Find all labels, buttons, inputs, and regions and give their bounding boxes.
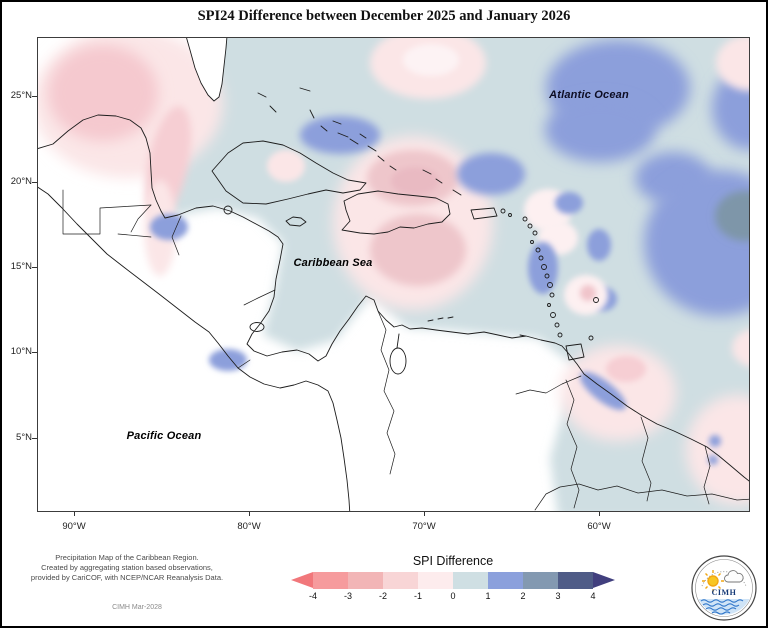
legend-tick-label: 3 [555,591,561,601]
map-canvas: Atlantic Ocean Caribbean Sea Pacific Oce… [37,37,750,512]
country-borders [62,189,749,511]
lat-tick-25n [32,96,37,97]
logo-text: CIMH [712,588,737,597]
legend-ticks: -4 -3 -2 -1 0 1 2 3 4 [291,589,617,602]
legend: SPI Difference -4 -3 -2 -1 0 1 2 3 4 [291,554,617,602]
legend-tick-label: -1 [413,591,423,601]
lesser-antilles-islands [427,208,599,341]
isla-juventud [223,205,233,215]
page-title: SPI24 Difference between December 2025 a… [197,8,571,24]
lon-label-70w: 70°W [412,521,436,532]
lon-label-90w: 90°W [62,521,86,532]
lat-label-25n: 25°N [10,90,32,101]
lon-label-80w: 80°W [237,521,261,532]
lon-tick-60w [599,511,600,516]
lat-tick-20n [32,182,37,183]
legend-color-segment [313,572,348,589]
lat-label-5n: 5°N [16,432,32,443]
caribbean-sea-label: Caribbean Sea [293,257,373,269]
lat-label-20n: 20°N [10,176,32,187]
legend-right-arrow [593,572,615,588]
lon-label-60w: 60°W [587,521,611,532]
map-svg [38,38,749,511]
legend-tick-label: 4 [590,591,596,601]
waves-icon [698,599,750,615]
footer-credits: Precipitation Map of the Caribbean Regio… [20,553,234,583]
legend-title: SPI Difference [412,554,494,568]
legend-color-segment [453,572,488,589]
lon-tick-80w [249,511,250,516]
logo-inner-ring [695,559,753,617]
cimh-logo: CIMH [691,555,757,621]
legend-color-segment [523,572,558,589]
legend-tick-label: 0 [450,591,456,601]
footer-line-3: provided by CariCOF, with NCEP/NCAR Rean… [30,573,224,582]
atlantic-ocean-label: Atlantic Ocean [549,89,629,101]
legend-color-segment [558,572,593,589]
puerto-rico-coast [470,207,498,220]
coastlines-layer [38,38,749,511]
legend-tick-label: -2 [378,591,388,601]
legend-color-segment [383,572,418,589]
hispaniola-coast [341,190,451,235]
footer-stamp: CIMH Mar-2028 [112,604,162,611]
legend-color-segment [348,572,383,589]
sun-icon [702,570,724,592]
lakes [249,322,407,375]
footer-line-2: Created by aggregating station based obs… [41,563,213,572]
lat-tick-10n [32,352,37,353]
cloud-icon [724,570,744,583]
lat-tick-5n [32,438,37,439]
legend-tick-label: 1 [485,591,491,601]
trinidad-coast [565,343,585,361]
spi-shading-layer [38,38,749,511]
lat-label-10n: 10°N [10,346,32,357]
florida-coast [186,38,228,102]
lon-tick-90w [74,511,75,516]
legend-color-segment [488,572,523,589]
legend-tick-label: -3 [343,591,353,601]
bahamas-islands [257,87,462,196]
legend-colorbar-segments [313,572,593,589]
pacific-ocean-label: Pacific Ocean [126,430,202,442]
lon-tick-70w [424,511,425,516]
lat-tick-15n [32,267,37,268]
legend-left-arrow [291,572,313,588]
legend-color-segment [418,572,453,589]
legend-tick-label: 2 [520,591,526,601]
lat-label-15n: 15°N [10,261,32,272]
legend-tick-label: -4 [308,591,318,601]
legend-colorbar [291,572,617,589]
mainland-caribbean-coast [38,114,749,482]
jamaica-coast [285,216,307,227]
footer-line-1: Precipitation Map of the Caribbean Regio… [55,553,199,562]
cuba-coast [211,140,367,205]
